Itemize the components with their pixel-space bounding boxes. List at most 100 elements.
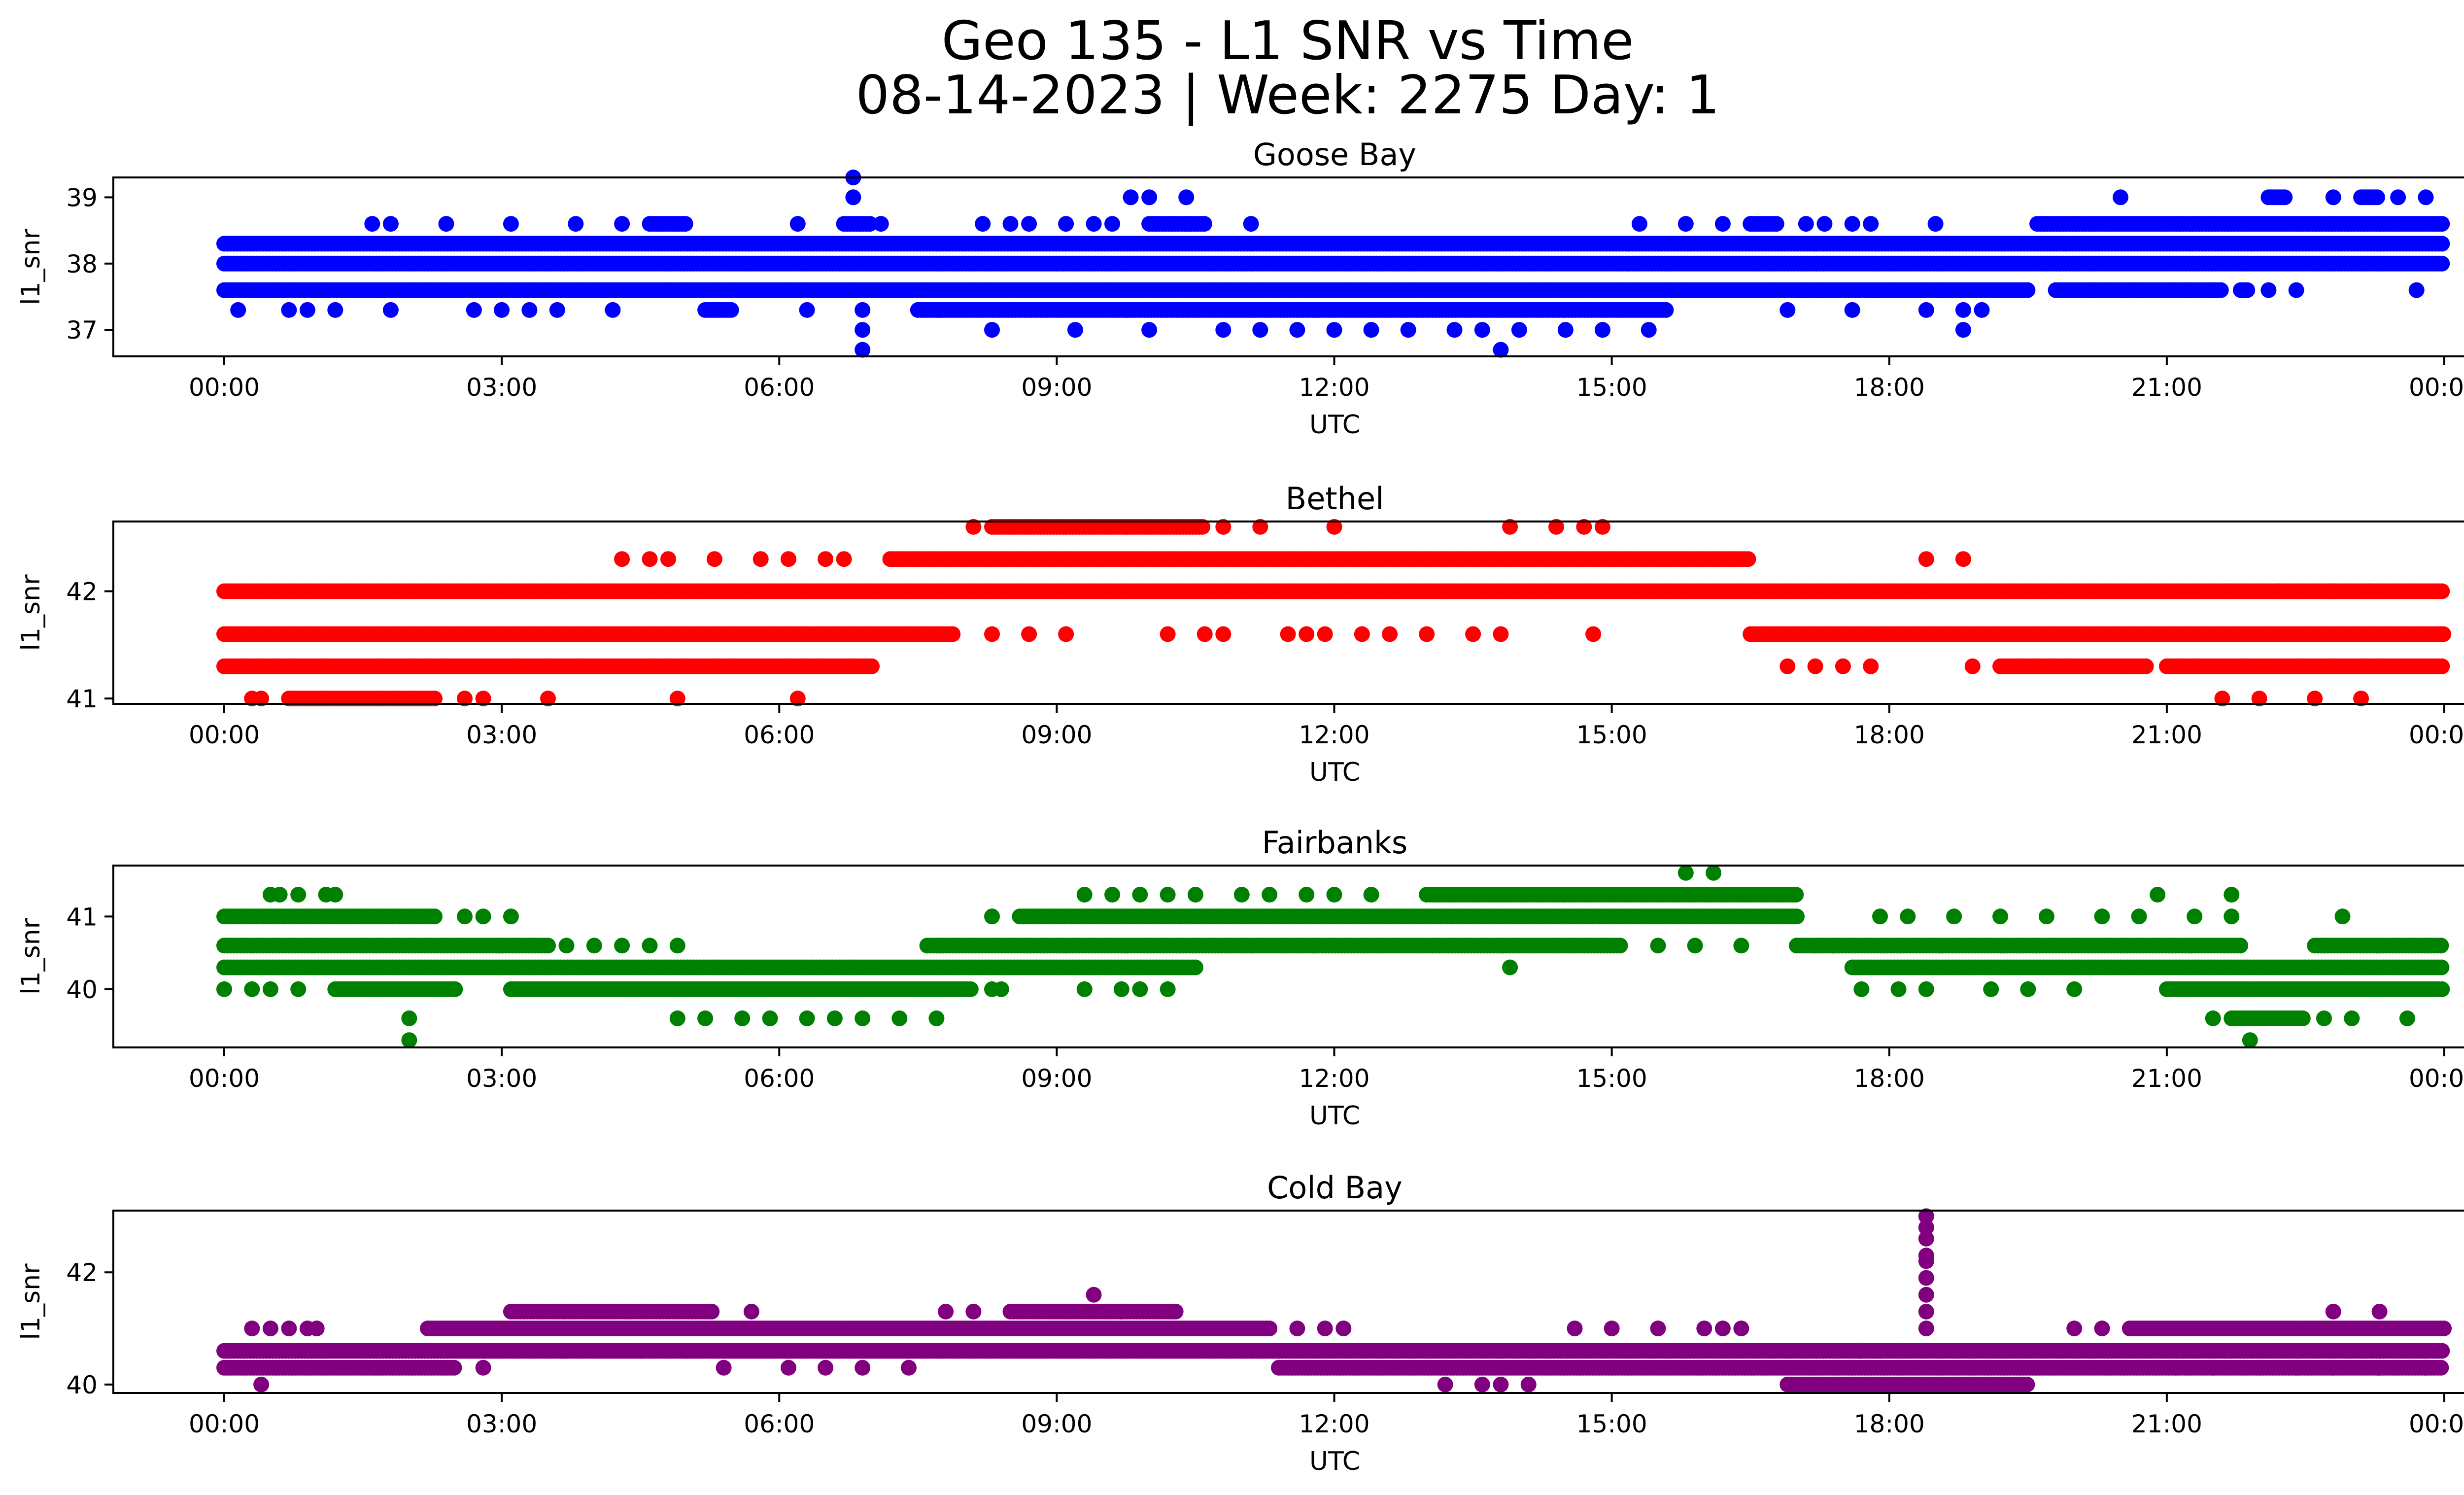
data-point: [1863, 216, 1879, 232]
data-point: [1178, 189, 1195, 206]
data-point: [2434, 236, 2450, 252]
data-point: [2433, 959, 2450, 975]
data-point: [855, 322, 871, 338]
subplot-bethel: 00:00 03:00 06:00 09:00 12:00 15:00 18:00 21:00…: [16, 481, 2464, 787]
data-points: [216, 170, 2450, 358]
data-point: [1798, 216, 1814, 232]
data-point: [873, 216, 889, 232]
data-point: [781, 551, 796, 567]
data-point: [1844, 216, 1860, 232]
data-point: [281, 302, 297, 318]
axes-frame: [112, 521, 2464, 705]
data-point: [1677, 216, 1694, 232]
data-point: [1058, 626, 1074, 642]
data-point: [1187, 959, 1203, 975]
data-point: [2113, 189, 2128, 206]
data-point: [1807, 658, 1823, 674]
data-point: [2418, 189, 2434, 206]
data-point: [1289, 322, 1305, 338]
data-point: [438, 216, 454, 232]
y-tick-label: 42: [66, 577, 98, 606]
x-tick-label: 00:00: [2409, 721, 2464, 749]
data-point: [568, 216, 584, 232]
data-point: [1844, 302, 1860, 318]
data-point: [1780, 302, 1796, 318]
x-tick-label: 06:00: [744, 373, 815, 402]
y-tick-label: 37: [66, 316, 98, 345]
data-point: [605, 302, 621, 318]
data-point: [299, 302, 315, 318]
data-point: [1474, 322, 1490, 338]
data-point: [789, 216, 806, 232]
x-tick-label: 12:00: [1299, 373, 1369, 402]
data-point: [1141, 189, 1158, 206]
data-point: [503, 216, 519, 232]
data-point: [466, 302, 482, 318]
y-axis-label: l1_snr: [16, 574, 46, 651]
x-tick-label: 09:00: [1021, 721, 1092, 749]
data-point: [1196, 216, 1212, 232]
data-point: [1927, 216, 1944, 232]
data-point: [494, 302, 510, 318]
x-tick-label: 09:00: [1021, 373, 1092, 402]
data-point: [1419, 626, 1435, 642]
data-point: [1280, 626, 1296, 642]
figure-title-line1: Geo 135 - L1 SNR vs Time: [941, 10, 1634, 72]
x-tick-label: 18:00: [1854, 721, 1925, 749]
data-point: [642, 551, 658, 567]
data-point: [1974, 302, 1990, 318]
data-point: [799, 302, 815, 318]
y-axis-label: l1_snr: [16, 228, 46, 305]
data-point: [1363, 322, 1379, 338]
data-point: [2434, 658, 2450, 674]
x-tick-label: 03:00: [466, 373, 537, 402]
data-point: [1252, 322, 1268, 338]
data-point: [230, 302, 246, 318]
data-point: [1326, 322, 1342, 338]
data-point: [2239, 282, 2256, 298]
y-tick-label: 39: [66, 183, 98, 212]
data-point: [1918, 302, 1934, 318]
data-point: [2138, 658, 2154, 674]
data-point: [706, 302, 722, 318]
x-tick-label: 21:00: [2131, 373, 2202, 402]
data-point: [2205, 282, 2221, 298]
data-point: [1400, 322, 1416, 338]
data-point: [1863, 658, 1879, 674]
data-point: [521, 302, 538, 318]
data-points: [216, 865, 2450, 1048]
data-point: [1740, 551, 1756, 567]
data-point: [1215, 322, 1232, 338]
data-point: [1493, 342, 1509, 358]
data-point: [1197, 626, 1213, 642]
data-point: [2260, 282, 2277, 298]
data-point: [1835, 658, 1851, 674]
data-point: [1955, 322, 1971, 338]
data-point: [706, 551, 722, 567]
x-axis-label: UTC: [1309, 410, 1360, 440]
data-point: [364, 216, 380, 232]
x-tick-label: 21:00: [2131, 721, 2202, 749]
data-point: [2435, 626, 2452, 642]
data-points: [216, 519, 2452, 707]
x-tick-label: 12:00: [1299, 721, 1369, 749]
data-point: [1058, 216, 1074, 232]
data-point: [1585, 626, 1602, 642]
data-point: [1658, 302, 1674, 318]
data-point: [660, 551, 676, 567]
data-point: [2325, 189, 2341, 206]
data-point: [1141, 322, 1158, 338]
data-point: [845, 189, 861, 206]
x-axis-label: UTC: [1309, 758, 1360, 787]
data-point: [1918, 551, 1934, 567]
figure-title-line2: 08-14-2023 | Week: 2275 Day: 1: [856, 65, 1720, 126]
data-point: [1021, 626, 1037, 642]
data-point: [1955, 302, 1971, 318]
x-tick-label: 00:00: [189, 721, 260, 749]
data-point: [1780, 658, 1796, 674]
data-point: [614, 551, 630, 567]
data-point: [975, 216, 991, 232]
data-point: [2019, 282, 2036, 298]
subplot-goose-bay: 00:00 03:00 06:00 09:00 12:00 15:00 18:00 21:00…: [16, 137, 2464, 440]
